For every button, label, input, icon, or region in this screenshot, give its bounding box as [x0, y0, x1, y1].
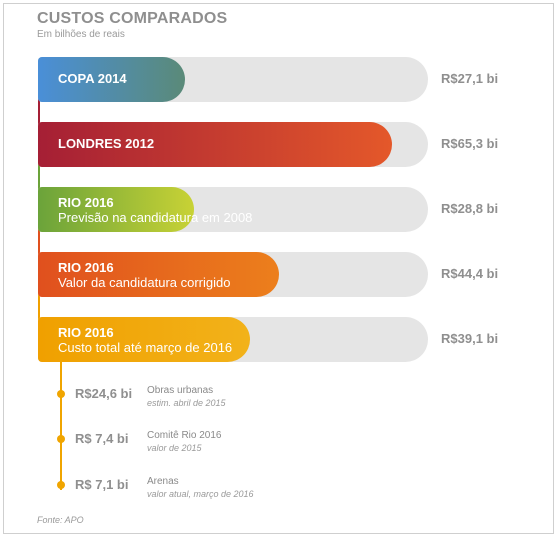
breakdown-name: Comitê Rio 2016: [147, 430, 222, 441]
bar-row: RIO 2016 Previsão na candidatura em 2008: [38, 187, 428, 232]
bar-label-main: RIO 2016: [58, 195, 114, 210]
bar: [38, 57, 185, 102]
bar-value-label: R$65,3 bi: [441, 136, 499, 151]
bar: [38, 252, 279, 297]
chart-title: CUSTOS COMPARADOS: [37, 10, 228, 27]
bar-value-label: R$27,1 bi: [441, 71, 499, 86]
bar-label: RIO 2016 Valor da candidatura corrigido: [58, 260, 230, 290]
breakdown-value: R$ 7,4 bi: [75, 431, 129, 446]
bar-connector: [38, 227, 40, 257]
bar: [38, 187, 194, 232]
bar-connector: [38, 162, 40, 192]
bar-label: LONDRES 2012: [58, 136, 154, 151]
bar-value-label: R$39,1 bi: [441, 331, 499, 346]
bar-row: COPA 2014: [38, 57, 428, 102]
breakdown-name: Obras urbanas: [147, 385, 214, 396]
breakdown-dot: [57, 481, 65, 489]
breakdown-timeline: [60, 358, 62, 490]
chart-subtitle: Em bilhões de reais: [37, 29, 125, 40]
breakdown-value: R$24,6 bi: [75, 386, 133, 401]
bar-value-label: R$28,8 bi: [441, 201, 499, 216]
breakdown-name: Arenas: [147, 476, 179, 487]
breakdown-dot: [57, 390, 65, 398]
bar-row: RIO 2016 Custo total até março de 2016: [38, 317, 428, 362]
bar-label-main: LONDRES 2012: [58, 136, 155, 151]
bar-label: RIO 2016 Previsão na candidatura em 2008: [58, 195, 252, 225]
bar-label-main: COPA 2014: [58, 71, 127, 86]
bar-row: LONDRES 2012: [38, 122, 428, 167]
breakdown-value: R$ 7,1 bi: [75, 477, 129, 492]
breakdown-note: estim. abril de 2015: [147, 398, 226, 408]
bar-label-main: RIO 2016: [58, 260, 114, 275]
breakdown-dot: [57, 435, 65, 443]
bar-label-sub: Previsão na candidatura em 2008: [58, 210, 253, 225]
bar-connector: [38, 97, 40, 127]
bar-label-sub: Valor da candidatura corrigido: [58, 275, 231, 290]
breakdown-note: valor atual, março de 2016: [147, 489, 254, 499]
bar-label: RIO 2016 Custo total até março de 2016: [58, 325, 232, 355]
bar: [38, 122, 392, 167]
bar-row: RIO 2016 Valor da candidatura corrigido: [38, 252, 428, 297]
bar-label: COPA 2014: [58, 71, 127, 86]
bar-value-label: R$44,4 bi: [441, 266, 499, 281]
bar-label-sub: Custo total até março de 2016: [58, 340, 233, 355]
bar-label-main: RIO 2016: [58, 325, 114, 340]
source-note: Fonte: APO: [37, 515, 84, 525]
bar-connector: [38, 292, 40, 322]
breakdown-note: valor de 2015: [147, 443, 202, 453]
bar: [38, 317, 250, 362]
